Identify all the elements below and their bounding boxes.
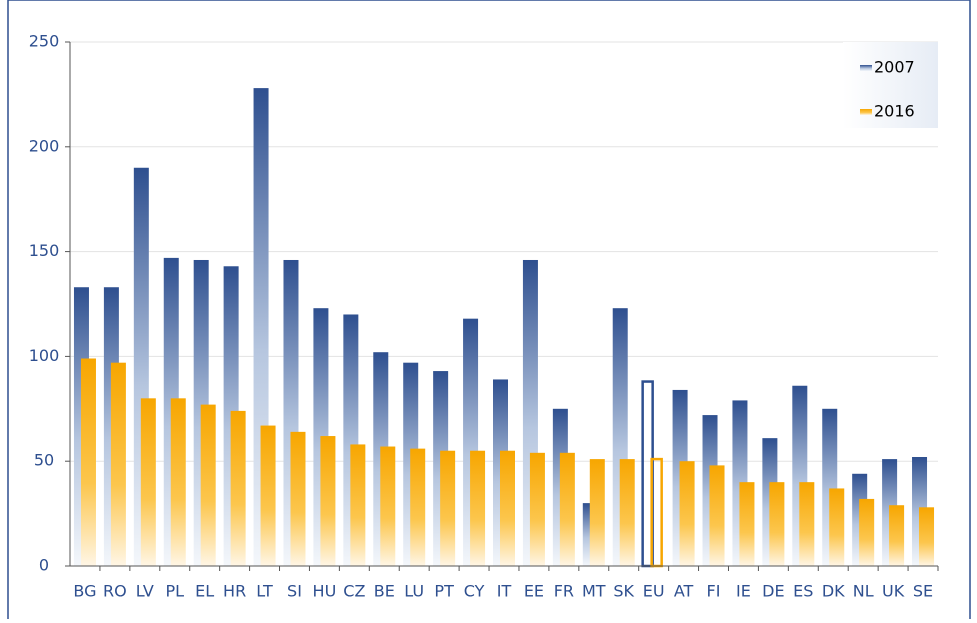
bar — [859, 498, 875, 566]
bar — [739, 482, 755, 566]
x-tick-label: NL — [853, 582, 874, 601]
bar — [769, 482, 785, 566]
legend-box — [843, 42, 938, 128]
x-tick-label: BE — [374, 582, 395, 601]
bar — [709, 465, 725, 566]
x-tick-label: ES — [793, 582, 813, 601]
bar — [889, 505, 905, 566]
bar — [500, 450, 515, 566]
bar — [799, 482, 815, 566]
bar — [380, 446, 396, 566]
x-tick-label: SE — [913, 582, 933, 601]
bar — [589, 459, 605, 566]
x-tick-label: FI — [707, 582, 721, 601]
bar — [350, 444, 366, 566]
legend-swatch — [860, 65, 872, 71]
y-tick-label: 50 — [34, 451, 54, 470]
x-tick-label: EE — [524, 582, 544, 601]
x-tick-label: LV — [136, 582, 154, 601]
bar — [170, 398, 186, 566]
x-tick-label: LT — [256, 582, 273, 601]
bar — [529, 452, 545, 566]
x-tick-label: UK — [882, 582, 905, 601]
x-tick-label: HU — [313, 582, 337, 601]
x-tick-label: IE — [736, 582, 751, 601]
y-tick-label: 100 — [29, 346, 60, 365]
legend-label: 2016 — [874, 102, 915, 121]
bar — [110, 362, 126, 566]
x-tick-label: CY — [464, 582, 485, 601]
y-tick-label: 200 — [29, 136, 60, 155]
bar — [470, 450, 486, 566]
bar — [559, 452, 575, 566]
x-tick-label: PT — [434, 582, 454, 601]
bar — [410, 448, 426, 566]
x-tick-label: BG — [73, 582, 96, 601]
bar — [440, 450, 456, 566]
x-tick-label: EL — [195, 582, 214, 601]
x-tick-label: RO — [103, 582, 127, 601]
legend-label: 2007 — [874, 58, 915, 77]
y-tick-label: 150 — [29, 241, 60, 260]
x-tick-label: PL — [165, 582, 184, 601]
bar — [320, 436, 336, 566]
x-tick-label: SI — [287, 582, 302, 601]
bar — [290, 431, 306, 566]
bar — [919, 507, 935, 566]
bar — [829, 488, 845, 566]
bar — [140, 398, 156, 566]
x-tick-label: LU — [404, 582, 424, 601]
x-tick-label: FR — [554, 582, 574, 601]
legend-swatch — [860, 109, 872, 115]
frame — [7, 0, 971, 623]
x-tick-label: AT — [674, 582, 694, 601]
bar — [679, 461, 695, 566]
y-tick-label: 0 — [39, 556, 49, 575]
x-tick-label: CZ — [343, 582, 365, 601]
x-tick-label: DK — [822, 582, 845, 601]
x-tick-label: DE — [762, 582, 784, 601]
bar — [200, 404, 216, 566]
y-tick-label: 250 — [29, 32, 60, 51]
x-tick-label: EU — [643, 582, 665, 601]
x-tick-label: SK — [613, 582, 634, 601]
x-tick-label: IT — [497, 582, 512, 601]
x-tick-label: MT — [582, 582, 606, 601]
bar — [619, 459, 635, 566]
x-tick-label: HR — [223, 582, 246, 601]
bar — [80, 358, 96, 566]
bar — [260, 425, 276, 566]
bar — [230, 410, 246, 566]
